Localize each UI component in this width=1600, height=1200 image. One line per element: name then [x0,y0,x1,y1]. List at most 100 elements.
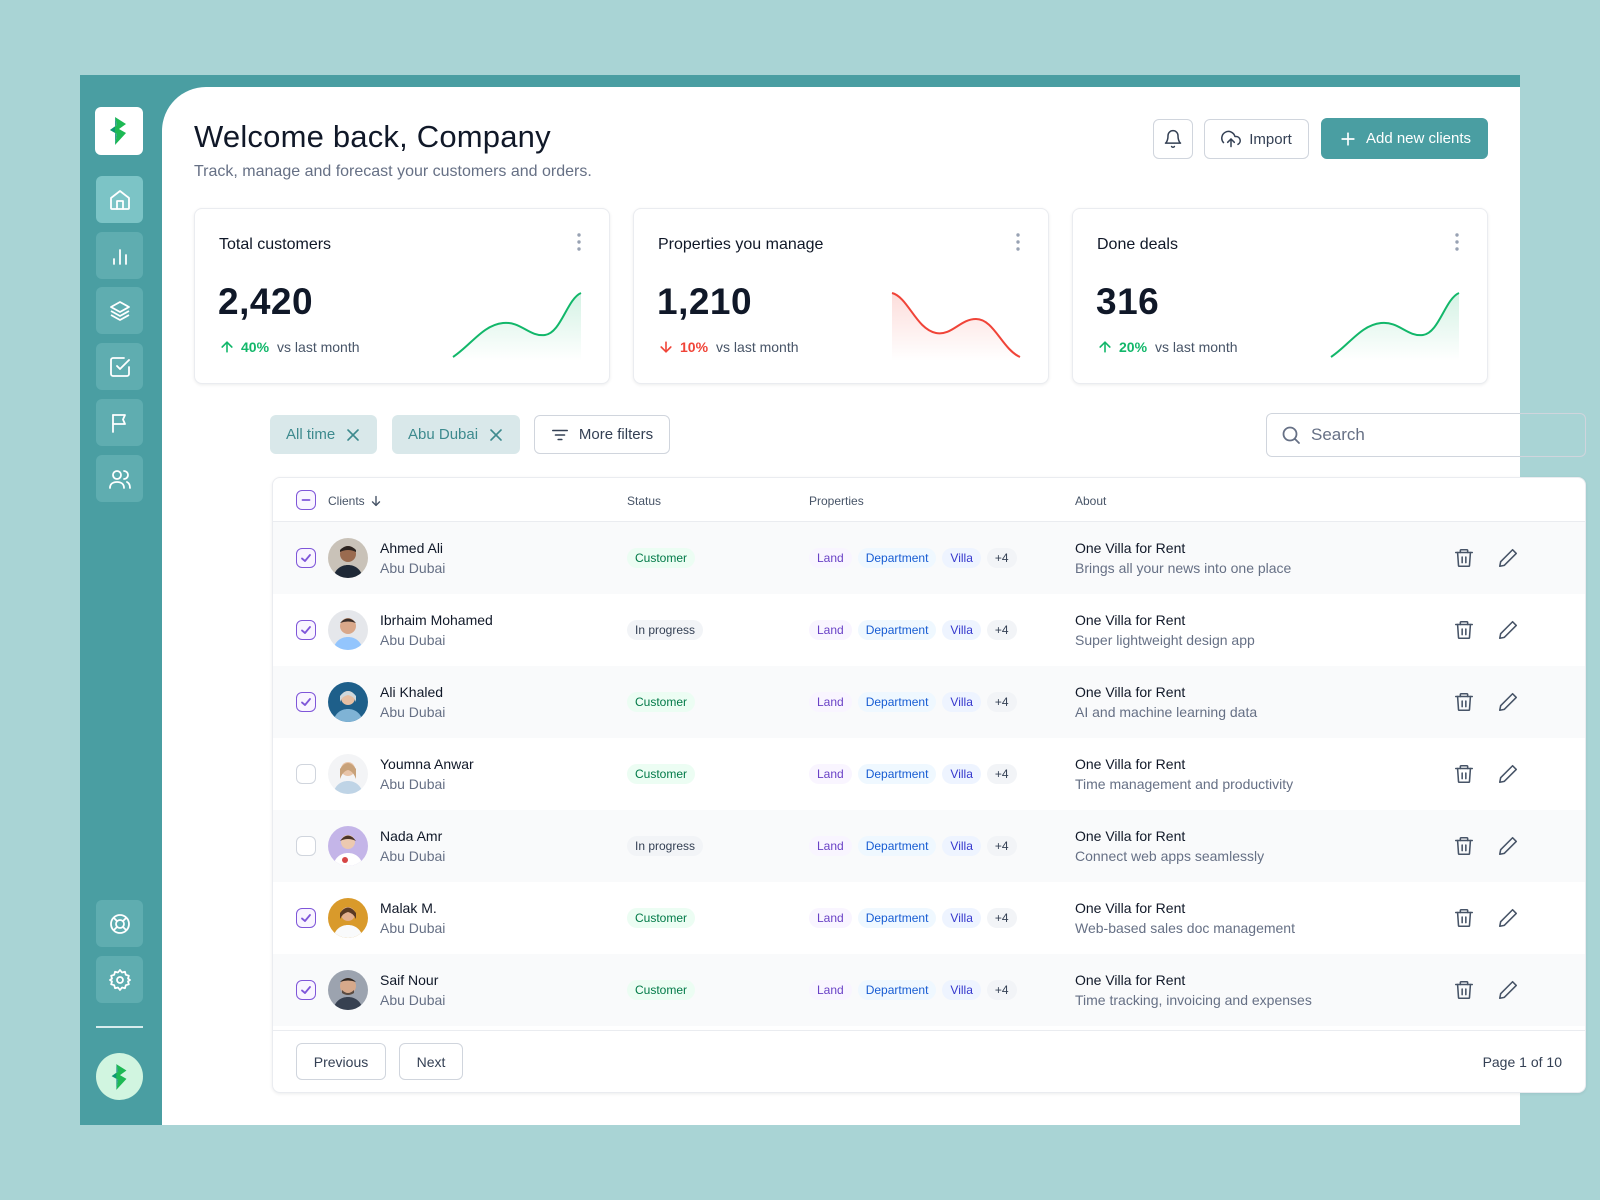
add-clients-button[interactable]: Add new clients [1321,118,1488,159]
page-subtitle: Track, manage and forecast your customer… [194,163,592,180]
avatar [328,970,368,1010]
logo-icon [110,117,126,145]
page-indicator: Page 1 of 10 [1483,1054,1562,1070]
stat-trend: 20% vs last month [1097,339,1238,355]
more-vertical-icon[interactable] [577,233,581,251]
table-row[interactable]: Saif Nour Abu Dubai Customer Land Depart… [273,954,1585,1026]
more-filters-button[interactable]: More filters [534,415,670,454]
close-icon[interactable] [345,427,361,443]
table-row[interactable]: Youmna Anwar Abu Dubai Customer Land Dep… [273,738,1585,810]
select-all-checkbox[interactable] [296,490,316,510]
nav-tasks[interactable] [96,343,143,390]
edit-pencil-icon[interactable] [1497,619,1519,641]
property-tags: Land Department Villa +4 [809,980,1017,1000]
table-row[interactable]: Nada Amr Abu Dubai In progress Land Depa… [273,810,1585,882]
tag-villa: Villa [942,692,981,712]
row-checkbox[interactable] [296,908,316,928]
avatar [328,754,368,794]
trash-icon[interactable] [1453,763,1475,785]
trash-icon[interactable] [1453,547,1475,569]
main-content: Welcome back, Company Track, manage and … [162,87,1586,1125]
add-clients-label: Add new clients [1365,130,1472,147]
table-row[interactable]: Ibrhaim Mohamed Abu Dubai In progress La… [273,594,1585,666]
column-header-properties: Properties [809,494,864,508]
tag-villa: Villa [942,764,981,784]
stat-change: 40% [241,339,270,355]
filter-lines-icon [551,429,568,440]
tag-more: +4 [986,980,1017,1000]
tag-department: Department [857,548,937,568]
about-description: Web-based sales doc management [1075,920,1295,936]
import-button[interactable]: Import [1204,119,1309,159]
stat-title: Done deals [1097,236,1178,253]
nav-analytics[interactable] [96,232,143,279]
row-checkbox[interactable] [296,548,316,568]
previous-button[interactable]: Previous [296,1043,386,1080]
tag-more: +4 [986,548,1017,568]
client-name: Saif Nour [380,972,439,988]
close-icon[interactable] [488,427,504,443]
column-header-clients[interactable]: Clients [328,494,383,508]
tag-land: Land [809,980,852,1000]
page-title: Welcome back, Company [194,119,551,154]
trash-icon[interactable] [1453,979,1475,1001]
tag-department: Department [857,620,937,640]
edit-pencil-icon[interactable] [1497,763,1519,785]
property-tags: Land Department Villa +4 [809,548,1017,568]
stat-value: 2,420 [218,281,314,322]
row-checkbox[interactable] [296,764,316,784]
nav-home[interactable] [96,176,143,223]
status-badge: In progress [627,836,704,856]
avatar [328,682,368,722]
arrow-down-icon [660,341,672,353]
arrow-up-icon [221,341,233,353]
search-box[interactable] [1266,413,1586,457]
filter-chip-all-time[interactable]: All time [270,415,378,454]
page-total: 10 [1546,1054,1562,1070]
nav-settings[interactable] [96,956,143,1003]
property-tags: Land Department Villa +4 [809,620,1017,640]
nav-layers[interactable] [96,287,143,334]
support-icon [109,913,130,934]
table-pagination: Previous Next Page 1 of 10 [273,1030,1585,1092]
more-vertical-icon[interactable] [1016,233,1020,251]
table-row[interactable]: Malak M. Abu Dubai Customer Land Departm… [273,882,1585,954]
trash-icon[interactable] [1453,691,1475,713]
edit-pencil-icon[interactable] [1497,547,1519,569]
tag-villa: Villa [942,836,981,856]
search-input[interactable] [1311,425,1571,445]
row-checkbox[interactable] [296,620,316,640]
arrow-down-icon [371,495,380,507]
nav-reports[interactable] [96,399,143,446]
trash-icon[interactable] [1453,835,1475,857]
table-row[interactable]: Ali Khaled Abu Dubai Customer Land Depar… [273,666,1585,738]
edit-pencil-icon[interactable] [1497,979,1519,1001]
import-label: Import [1249,130,1292,148]
notifications-button[interactable] [1153,119,1193,159]
sparkline-chart [891,292,1021,361]
trash-icon[interactable] [1453,907,1475,929]
check-icon [301,554,311,562]
logo-icon [111,1063,126,1090]
trash-icon[interactable] [1453,619,1475,641]
about-description: Time management and productivity [1075,776,1294,792]
filter-chip-location[interactable]: Abu Dubai [392,415,521,454]
edit-pencil-icon[interactable] [1497,691,1519,713]
edit-pencil-icon[interactable] [1497,835,1519,857]
table-row[interactable]: Ahmed Ali Abu Dubai Customer Land Depart… [273,522,1585,594]
about-title: One Villa for Rent [1075,684,1186,700]
row-checkbox[interactable] [296,836,316,856]
tag-land: Land [809,764,852,784]
next-button[interactable]: Next [399,1043,463,1080]
row-checkbox[interactable] [296,980,316,1000]
stat-value: 316 [1096,281,1160,322]
row-checkbox[interactable] [296,692,316,712]
edit-pencil-icon[interactable] [1497,907,1519,929]
nav-support[interactable] [96,900,143,947]
tag-more: +4 [986,620,1017,640]
nav-users[interactable] [96,455,143,502]
more-vertical-icon[interactable] [1455,233,1459,251]
client-name: Malak M. [380,900,437,916]
user-avatar[interactable] [96,1053,143,1100]
app-logo[interactable] [95,107,143,155]
